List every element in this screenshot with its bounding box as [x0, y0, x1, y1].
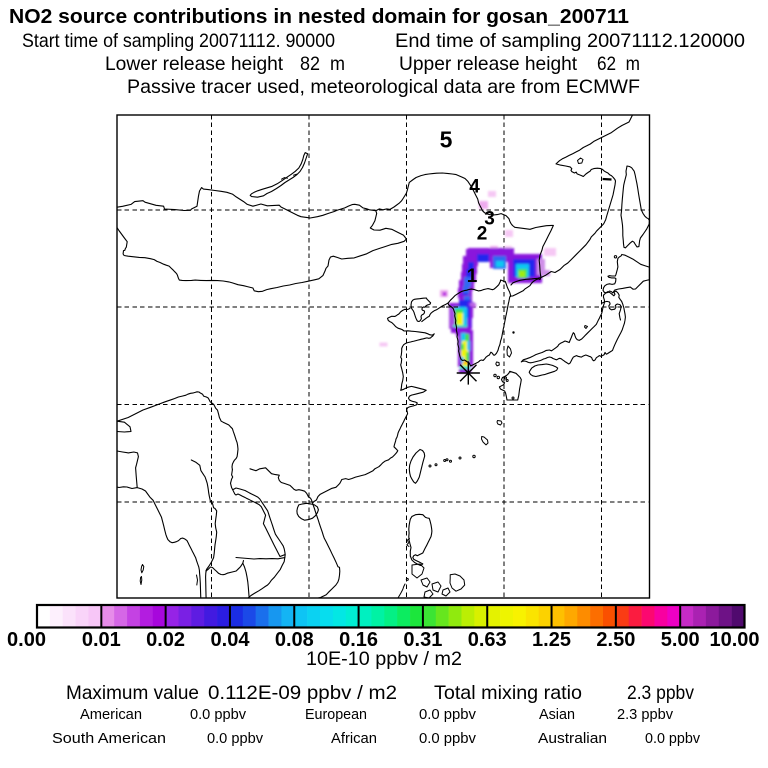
svg-text:4: 4 [469, 177, 480, 198]
svg-text:3: 3 [484, 209, 495, 230]
svg-text:5: 5 [440, 127, 453, 153]
svg-text:1: 1 [467, 266, 478, 287]
svg-text:2: 2 [477, 224, 488, 245]
